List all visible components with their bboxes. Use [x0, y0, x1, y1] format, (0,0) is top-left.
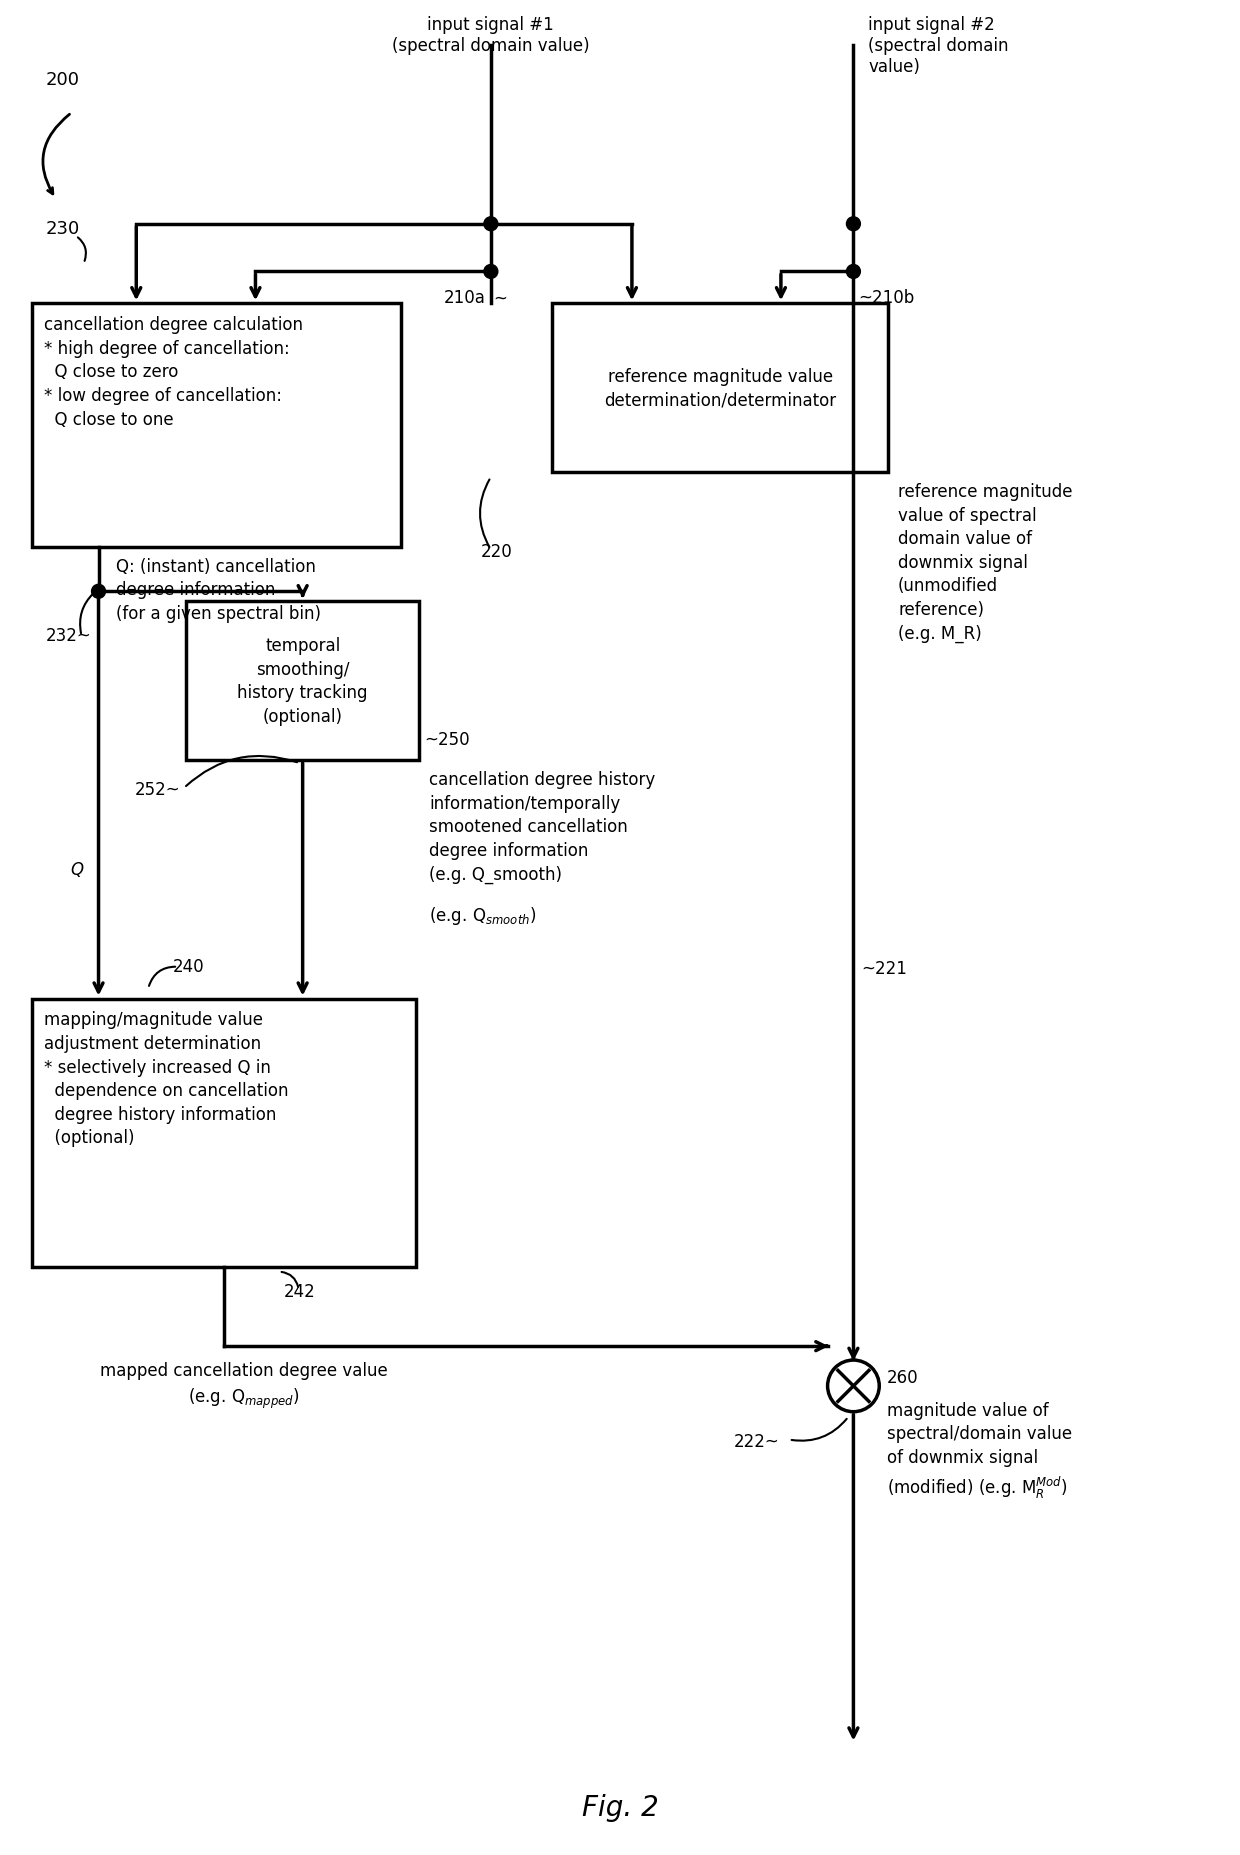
- Circle shape: [847, 217, 861, 232]
- Text: 210a: 210a: [444, 289, 486, 308]
- Text: magnitude value of
spectral/domain value
of downmix signal
(modified) (e.g. M$_R: magnitude value of spectral/domain value…: [887, 1401, 1073, 1501]
- Text: mapping/magnitude value
adjustment determination
* selectively increased Q in
  : mapping/magnitude value adjustment deter…: [43, 1011, 289, 1146]
- Text: mapped cancellation degree value: mapped cancellation degree value: [100, 1362, 388, 1380]
- Text: 230: 230: [46, 219, 81, 237]
- Circle shape: [847, 265, 861, 280]
- Circle shape: [827, 1360, 879, 1412]
- Text: ~221: ~221: [862, 959, 908, 978]
- Text: ~210b: ~210b: [858, 289, 915, 308]
- Text: 240: 240: [174, 957, 205, 976]
- FancyBboxPatch shape: [32, 1000, 417, 1267]
- Text: 242: 242: [284, 1282, 315, 1300]
- FancyBboxPatch shape: [32, 304, 402, 547]
- Text: Q: (instant) cancellation
degree information
(for a given spectral bin): Q: (instant) cancellation degree informa…: [117, 556, 321, 623]
- Text: input signal #1
(spectral domain value): input signal #1 (spectral domain value): [392, 17, 590, 56]
- Text: ~250: ~250: [424, 731, 470, 749]
- Text: 232~: 232~: [46, 627, 92, 646]
- Circle shape: [484, 217, 497, 232]
- Text: 260: 260: [887, 1369, 919, 1386]
- Text: reference magnitude
value of spectral
domain value of
downmix signal
(unmodified: reference magnitude value of spectral do…: [898, 482, 1073, 642]
- Text: 200: 200: [46, 70, 79, 89]
- Circle shape: [92, 584, 105, 599]
- Text: 252~: 252~: [135, 781, 181, 798]
- Text: Fig. 2: Fig. 2: [582, 1794, 658, 1822]
- FancyBboxPatch shape: [553, 304, 888, 473]
- Text: 222~: 222~: [734, 1432, 780, 1451]
- Text: 220: 220: [481, 542, 512, 560]
- FancyBboxPatch shape: [186, 601, 419, 761]
- Text: temporal
smoothing/
history tracking
(optional): temporal smoothing/ history tracking (op…: [237, 636, 368, 725]
- Text: Q: Q: [71, 861, 83, 879]
- Text: ~: ~: [492, 289, 507, 308]
- Text: input signal #2
(spectral domain
value): input signal #2 (spectral domain value): [868, 17, 1009, 76]
- Text: reference magnitude value
determination/determinator: reference magnitude value determination/…: [604, 367, 837, 410]
- Text: (e.g. Q$_{mapped}$): (e.g. Q$_{mapped}$): [188, 1386, 300, 1410]
- Text: cancellation degree calculation
* high degree of cancellation:
  Q close to zero: cancellation degree calculation * high d…: [43, 315, 303, 429]
- Text: (e.g. Q$_{smooth}$): (e.g. Q$_{smooth}$): [429, 905, 537, 928]
- Circle shape: [484, 265, 497, 280]
- Text: cancellation degree history
information/temporally
smootened cancellation
degree: cancellation degree history information/…: [429, 770, 656, 883]
